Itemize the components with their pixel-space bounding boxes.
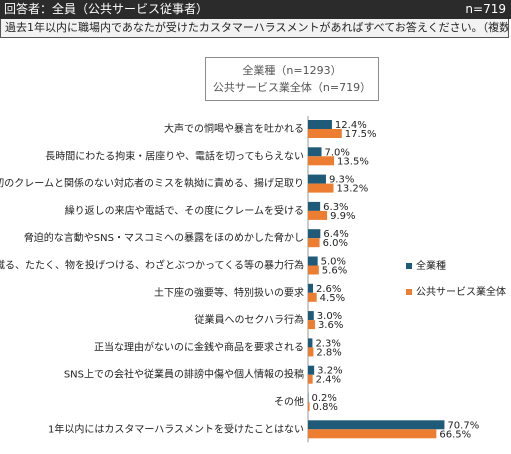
respondents-label: 回答者：全員（公共サービス従事者） xyxy=(4,2,209,16)
question-text: 過去1年以内に職場内であなたが受けたカスタマーハラスメントがあればすべてお答えく… xyxy=(0,19,509,38)
value-label-public-services: 2.4% xyxy=(316,375,341,386)
category-label: 従業員へのセクハラ行為 xyxy=(195,313,305,326)
bar-all-industries xyxy=(308,311,314,321)
bar-public-services xyxy=(308,210,328,220)
value-label-public-services: 13.5% xyxy=(337,156,369,167)
bar-all-industries xyxy=(308,147,322,157)
category-label: 長時間にわたる拘束・居座りや、電話を切ってもらえない xyxy=(45,149,304,162)
value-label-all-industries: 7.0% xyxy=(325,147,350,158)
value-label-all-industries: 2.3% xyxy=(315,338,340,349)
header-bar: 回答者：全員（公共サービス従事者） n=719 xyxy=(0,0,511,19)
value-label-all-industries: 5.0% xyxy=(321,257,346,268)
category-label: 殴る、蹴る、たたく、物を投げつける、わざとぶつかってくる等の暴力行為 xyxy=(0,259,304,272)
bar-public-services xyxy=(308,129,342,138)
bar-public-services xyxy=(308,238,320,248)
bar-all-industries xyxy=(308,283,314,293)
value-label-all-industries: 6.4% xyxy=(323,229,348,240)
sample-size: n=719 xyxy=(465,2,506,16)
category-label: 正当な理由がないのに金銭や商品を要求される xyxy=(94,340,304,353)
value-label-all-industries: 3.0% xyxy=(317,311,342,322)
category-label: 脅迫的な言動やSNS・マスコミへの暴露をほのめかした脅かし xyxy=(24,231,304,244)
bar-public-services xyxy=(308,292,317,302)
bar-all-industries xyxy=(308,338,313,348)
value-label-all-industries: 6.3% xyxy=(323,202,348,213)
bar-public-services xyxy=(308,374,313,384)
value-label-public-services: 0.8% xyxy=(313,402,338,413)
bar-all-industries xyxy=(308,120,332,129)
value-label-public-services: 4.5% xyxy=(320,293,345,304)
bar-public-services xyxy=(308,156,335,166)
category-label: 繰り返しの来店や電話で、その度にクレームを受ける xyxy=(65,204,304,217)
value-label-public-services: 9.9% xyxy=(330,211,355,222)
legend-swatch-all-industries xyxy=(406,263,412,269)
value-label-all-industries: 70.7% xyxy=(447,420,479,431)
value-label-all-industries: 12.4% xyxy=(335,120,367,131)
sample-line-all: 全業種（n=1293） xyxy=(242,64,342,77)
value-label-public-services: 3.6% xyxy=(318,320,343,331)
value-label-all-industries: 3.2% xyxy=(317,366,342,377)
bar-public-services xyxy=(308,320,315,330)
bar-public-services xyxy=(308,183,334,193)
bar-public-services xyxy=(308,347,314,357)
category-label: 土下座の強要等、特別扱いの要求 xyxy=(154,286,304,299)
value-label-public-services: 5.6% xyxy=(322,266,347,277)
legend-swatch-public-services xyxy=(406,289,412,295)
bar-all-industries xyxy=(308,201,321,211)
bar-all-industries xyxy=(308,256,318,266)
category-label: 当初のクレームと関係のない対応者のミスを執拗に責める、揚げ足取り xyxy=(0,177,304,190)
category-label: 大声での恫喝や暴言を吐かれる xyxy=(164,122,304,135)
sample-line-public: 公共サービス業全体（n=719） xyxy=(212,81,372,94)
value-label-all-industries: 0.2% xyxy=(312,393,337,404)
bar-public-services xyxy=(308,402,310,411)
bar-public-services xyxy=(308,429,437,439)
value-label-all-industries: 9.3% xyxy=(329,175,354,186)
bar-all-industries xyxy=(308,229,321,239)
bar-all-industries xyxy=(308,365,315,375)
value-label-public-services: 2.8% xyxy=(316,347,341,358)
value-label-all-industries: 2.6% xyxy=(316,284,341,295)
value-label-public-services: 13.2% xyxy=(336,184,368,195)
legend-label-all-industries: 全業種 xyxy=(416,259,446,272)
legend-label-public-services: 公共サービス業全体 xyxy=(416,285,506,298)
value-label-public-services: 6.0% xyxy=(323,238,348,249)
value-label-public-services: 66.5% xyxy=(439,429,471,440)
category-label: 1年以内にはカスタマーハラスメントを受けたことはない xyxy=(48,422,304,435)
sample-box: 全業種（n=1293） 公共サービス業全体（n=719） xyxy=(205,57,379,101)
category-label: SNS上での会社や従業員の誹謗中傷や個人情報の投稿 xyxy=(64,368,304,381)
bar-public-services xyxy=(308,265,319,275)
category-label: その他 xyxy=(274,395,304,408)
bar-all-industries xyxy=(308,393,309,402)
bar-all-industries xyxy=(308,174,326,184)
bar-all-industries xyxy=(308,420,445,430)
value-label-public-services: 17.5% xyxy=(345,129,377,140)
